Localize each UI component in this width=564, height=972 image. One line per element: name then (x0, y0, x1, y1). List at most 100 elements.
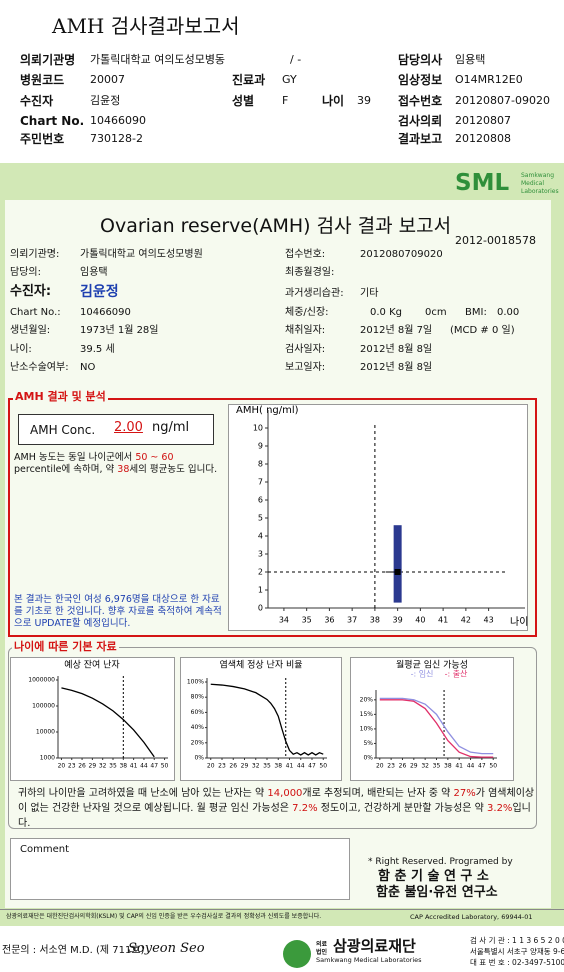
legend-entry: -: 출산 (445, 669, 468, 679)
y-tick-label: 5 (258, 514, 263, 523)
x-tick-label: 50 (489, 763, 497, 770)
field-value: 20007 (90, 73, 125, 86)
info-label: 의뢰기관명: (10, 249, 60, 260)
summary-text: 정도이고, 건강하게 분만할 가능성은 약 (317, 803, 488, 814)
info-value: 0.00 (497, 307, 520, 318)
info-value: 2012년 8월 8일 (360, 344, 433, 355)
y-tick-label: 5% (363, 740, 373, 747)
x-tick-label: 29 (410, 763, 418, 770)
field-label: Chart No. (20, 114, 85, 128)
field-value: 20120807 (455, 114, 511, 127)
report-title: AMH 검사결과보고서 (52, 14, 240, 38)
y-tick-label: 10000 (36, 729, 55, 736)
info-label: 체중/신장: (285, 307, 329, 318)
field-label: 진료과 (232, 73, 266, 87)
section-heading: AMH 결과 및 분석 (13, 390, 108, 404)
x-tick-label: 29 (89, 763, 97, 770)
summary-text: 14,000 (267, 788, 303, 799)
y-tick-label: 100000 (32, 703, 55, 710)
logo: SML (455, 170, 510, 196)
info-label: 생년월일: (10, 325, 51, 336)
legend-entry: -: 임신 (411, 670, 434, 679)
credit: * Right Reserved. Programed by (368, 857, 513, 867)
x-tick-label: 23 (387, 763, 395, 770)
chart-title: 월평균 임신 가능성 (396, 659, 468, 671)
axis-title: 나이 (510, 616, 528, 628)
info-label: 과거생리습관: (285, 288, 344, 299)
range-bar (393, 525, 402, 603)
x-tick-label: 41 (438, 616, 448, 625)
x-tick-label: 29 (241, 763, 249, 770)
summary-text: 7.2% (292, 803, 318, 814)
x-tick-label: 35 (109, 763, 117, 770)
analysis-text: AMH 농도는 동일 나이군에서 (14, 452, 136, 463)
info-value: 0cm (425, 307, 447, 318)
analysis-text: 38 (117, 464, 130, 475)
x-tick-label: 41 (286, 763, 294, 770)
section-heading: 나이에 따른 기본 자료 (12, 640, 119, 654)
field-label: 검사의뢰 (398, 114, 443, 128)
contact: 대 표 번 호 : 02-3497-5100 (470, 958, 564, 967)
logo-sub: Laboratories (521, 188, 559, 195)
info-value: 2012년 8월 7일 (360, 325, 433, 336)
info-value: (MCD # 0 일) (450, 325, 515, 336)
info-label: 검사일자: (285, 344, 326, 355)
summary-text: 3.2% (487, 803, 513, 814)
analysis-text: 세의 평균농도 입니다. (129, 464, 218, 475)
field-label: 결과보고 (398, 132, 443, 146)
info-value: 0.0 Kg (370, 307, 402, 318)
line (210, 683, 324, 756)
field-label: 병원코드 (20, 73, 65, 87)
x-tick-label: 23 (218, 763, 226, 770)
chart-frame (180, 657, 342, 781)
report-heading: Ovarian reserve(AMH) 검사 결과 보고서 (100, 215, 452, 237)
summary-text: 개로 추정되며, 배란되는 난자 중 약 (302, 788, 454, 799)
org-small: 의료법인 (316, 941, 328, 956)
x-tick-label: 38 (119, 763, 127, 770)
credit: 함 춘 기 술 연 구 소 (378, 869, 489, 884)
x-tick-label: 37 (347, 616, 357, 625)
x-tick-label: 20 (58, 763, 66, 770)
x-tick-label: 40 (415, 616, 425, 625)
info-value: 김윤정 (80, 284, 119, 300)
analysis-text: percentile에 속하며, 약 (14, 464, 118, 475)
contact: 서울특별시 서초구 양재동 9-60 (470, 947, 564, 956)
field-label: 임상정보 (398, 73, 443, 87)
info-value: 39.5 세 (80, 344, 115, 355)
org-english: Samkwang Medical Laboratories (316, 956, 422, 964)
summary-text: 27% (453, 788, 476, 799)
conc-label: AMH Conc. (30, 423, 96, 437)
x-tick-label: 35 (263, 763, 271, 770)
info-label: 수진자: (10, 284, 52, 299)
x-tick-label: 23 (68, 763, 76, 770)
footer-cap: CAP Accredited Laboratory, 69944-01 (410, 913, 533, 921)
axis-title: AMH( ng/ml) (236, 405, 299, 416)
field-value: GY (282, 73, 297, 86)
amh-chart-frame (228, 404, 528, 631)
info-value: BMI: (465, 307, 487, 318)
doctor: 전문의 : 서소연 M.D. (제 711호) (2, 945, 145, 956)
y-tick-label: 0 (258, 604, 263, 613)
y-tick-label: 10 (253, 424, 263, 433)
field-value: 730128-2 (90, 132, 143, 145)
report-number: 2012-0018578 (455, 234, 536, 247)
y-tick-label: 4 (258, 532, 263, 541)
y-tick-label: 8 (258, 460, 263, 469)
conc-box (18, 414, 214, 445)
info-value: 임용택 (80, 267, 108, 278)
field-label: 담당의사 (398, 53, 443, 67)
y-tick-label: 15% (360, 711, 374, 718)
logo-sub: Samkwang (521, 172, 554, 179)
x-tick-label: 50 (161, 763, 169, 770)
field-label: 성별 (232, 94, 255, 108)
x-tick-label: 32 (421, 763, 429, 770)
y-tick-label: 40% (191, 724, 205, 731)
x-tick-label: 44 (140, 763, 148, 770)
line (379, 699, 494, 758)
line (379, 697, 494, 755)
line (61, 687, 155, 758)
chart-title: 예상 잔여 난자 (64, 659, 120, 671)
analysis: AMH 농도는 동일 나이군에서 50 ~ 60 percentile에 속하며… (14, 452, 219, 476)
x-tick-label: 26 (399, 763, 407, 770)
